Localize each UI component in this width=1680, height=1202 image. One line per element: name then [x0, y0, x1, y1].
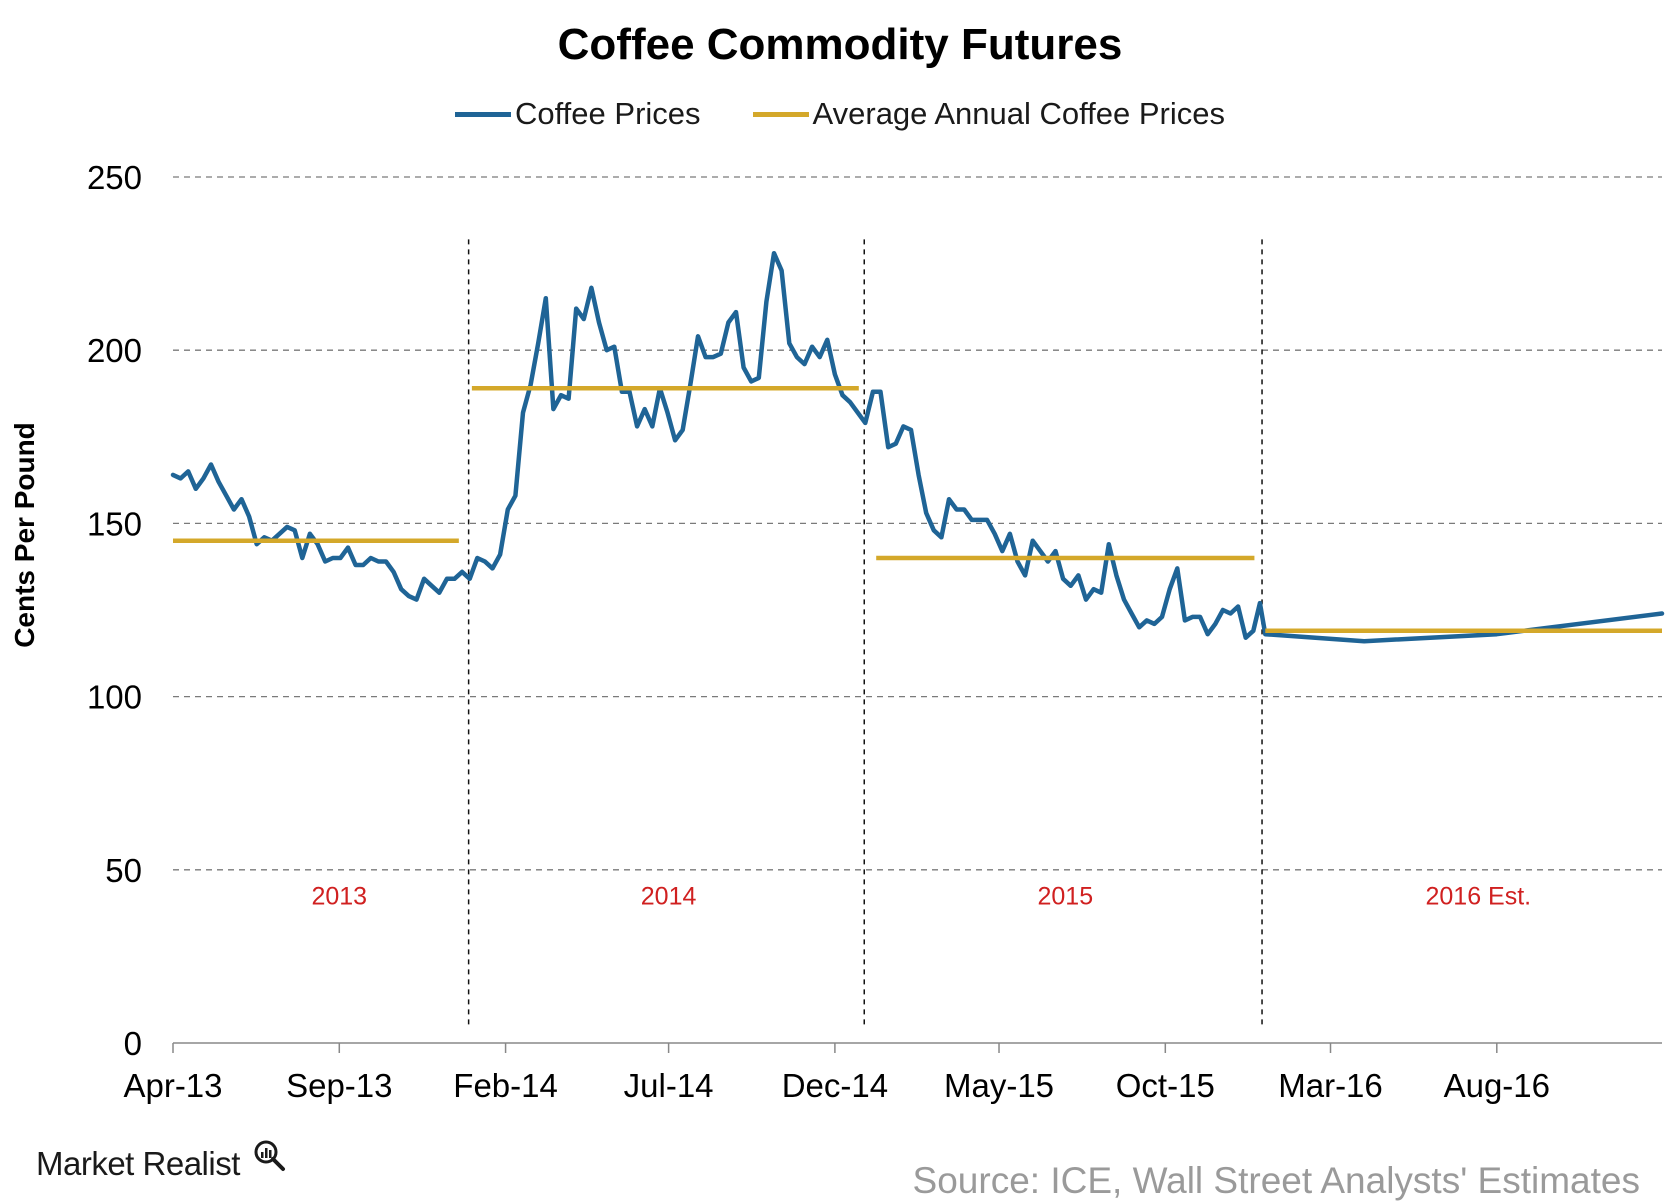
legend-swatch-average-annual [752, 111, 809, 117]
brand-logo-text: Market Realist [36, 1145, 240, 1182]
series-layer [170, 250, 1665, 644]
magnifier-icon [254, 1140, 285, 1171]
legend-item-average-annual: Average Annual Coffee Prices [752, 96, 1225, 132]
y-tick-label-100: 100 [87, 679, 142, 716]
x-tick-label-Jul-14: Jul-14 [624, 1067, 714, 1104]
legend-swatch-coffee-prices [455, 111, 511, 117]
x-tick-label-Feb-14: Feb-14 [453, 1067, 558, 1104]
x-tick-label-Sep-13: Sep-13 [286, 1067, 392, 1104]
year-label-layer: 2013 2014 2015 2016 Est. [311, 882, 1531, 910]
y-tick-label-200: 200 [87, 332, 142, 369]
y-tick-label-250: 250 [87, 159, 142, 196]
x-tick-label-Oct-15: Oct-15 [1116, 1067, 1215, 1104]
legend-label-coffee-prices: Coffee Prices [515, 96, 701, 131]
year-label-1: 2014 [641, 882, 697, 910]
x-tick-label-Aug-16: Aug-16 [1444, 1067, 1550, 1104]
year-label-0: 2013 [311, 882, 367, 910]
legend: Coffee Prices Average Annual Coffee Pric… [0, 96, 1680, 132]
y-tick-label-50: 50 [105, 852, 142, 889]
x-tick-label-Dec-14: Dec-14 [782, 1067, 888, 1104]
y-axis-label: Cents Per Pound [9, 422, 40, 648]
legend-item-coffee-prices: Coffee Prices [455, 96, 701, 132]
chart-title: Coffee Commodity Futures [557, 20, 1123, 69]
series-line-coffee-prices [170, 250, 1665, 644]
year-label-2: 2015 [1038, 882, 1094, 910]
source-note: Source: ICE, Wall Street Analysts' Estim… [912, 1160, 1640, 1201]
grid-layer [173, 176, 1662, 871]
x-tick-label-May-15: May-15 [944, 1067, 1054, 1104]
y-tick-label-0: 0 [124, 1025, 142, 1062]
x-tick-label-Mar-16: Mar-16 [1278, 1067, 1383, 1104]
year-label-3: 2016 Est. [1426, 882, 1532, 910]
x-tick-label-Apr-13: Apr-13 [123, 1067, 222, 1104]
legend-label-average-annual: Average Annual Coffee Prices [812, 96, 1225, 131]
axis-layer: 0 50 100 150 200 250 Apr-13 Sep-13 Feb-14 Jul-14 D… [87, 159, 1662, 1104]
year-divider-layer [467, 239, 1263, 1026]
y-tick-label-150: 150 [87, 505, 142, 542]
